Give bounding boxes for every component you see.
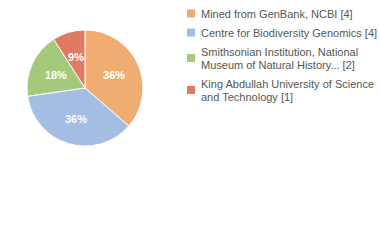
svg-text:9%: 9% <box>68 51 84 63</box>
svg-text:and Technology [1]: and Technology [1] <box>201 91 293 103</box>
svg-text:18%: 18% <box>45 69 67 81</box>
svg-text:36%: 36% <box>103 69 125 81</box>
svg-text:King Abdullah University of Sc: King Abdullah University of Science <box>201 78 377 90</box>
svg-text:Centre for Biodiversity Genomi: Centre for Biodiversity Genomics [4] <box>201 27 377 39</box>
svg-text:36%: 36% <box>65 113 87 125</box>
svg-text:Museum of Natural History... [: Museum of Natural History... [2] <box>201 59 355 71</box>
svg-text:Mined from GenBank, NCBI [4]: Mined from GenBank, NCBI [4] <box>201 8 353 20</box>
svg-text:Smithsonian Institution, Natio: Smithsonian Institution, National <box>201 46 361 58</box>
